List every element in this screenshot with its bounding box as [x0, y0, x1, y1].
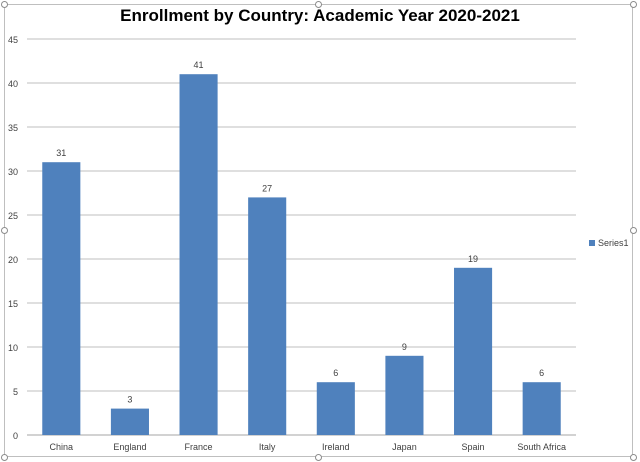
x-tick-label: Ireland	[322, 442, 350, 452]
plot-area[interactable]	[42, 74, 561, 435]
legend-label: Series1	[598, 238, 629, 248]
resize-handle-middle-right[interactable]	[630, 227, 637, 234]
y-tick-label: 30	[8, 167, 18, 177]
data-label: 6	[333, 368, 338, 378]
x-tick-label: Italy	[259, 442, 276, 452]
legend[interactable]: Series1	[589, 238, 629, 248]
resize-handle-top-middle[interactable]	[315, 1, 322, 8]
resize-handle-top-left[interactable]	[1, 1, 8, 8]
resize-handle-bottom-middle[interactable]	[315, 454, 322, 461]
resize-handle-bottom-right[interactable]	[630, 454, 637, 461]
y-tick-label: 25	[8, 211, 18, 221]
x-tick-label: France	[185, 442, 213, 452]
chart-title[interactable]: Enrollment by Country: Academic Year 202…	[120, 6, 520, 25]
legend-swatch	[589, 240, 595, 246]
bar-france[interactable]	[179, 74, 218, 435]
y-tick-label: 5	[13, 387, 18, 397]
y-axis: 0 5 10 15 20 25 30 35 40 45	[8, 35, 18, 441]
x-tick-label: China	[50, 442, 74, 452]
bar-ireland[interactable]	[316, 382, 355, 435]
bar-italy[interactable]	[248, 197, 287, 435]
y-tick-label: 10	[8, 343, 18, 353]
bar-england[interactable]	[110, 408, 149, 435]
resize-handle-bottom-left[interactable]	[1, 454, 8, 461]
gridlines	[27, 38, 576, 436]
bar-china[interactable]	[42, 162, 81, 435]
x-axis: China England France Italy Ireland Japan Spain…	[50, 442, 566, 452]
data-label: 3	[127, 395, 132, 405]
x-tick-label: South Africa	[517, 442, 566, 452]
data-labels: 31 3 41 27 6 9 19 6	[56, 60, 544, 404]
bar-japan[interactable]	[385, 355, 424, 435]
data-label: 6	[539, 368, 544, 378]
y-tick-label: 35	[8, 123, 18, 133]
x-tick-label: England	[113, 442, 146, 452]
data-label: 31	[56, 148, 66, 158]
data-label: 9	[402, 342, 407, 352]
x-tick-label: Spain	[462, 442, 485, 452]
bar-south-africa[interactable]	[522, 382, 561, 435]
x-tick-label: Japan	[392, 442, 417, 452]
data-label: 27	[262, 183, 272, 193]
y-tick-label: 40	[8, 79, 18, 89]
resize-handle-middle-left[interactable]	[1, 227, 8, 234]
resize-handle-top-right[interactable]	[630, 1, 637, 8]
data-label: 19	[468, 254, 478, 264]
y-tick-label: 45	[8, 35, 18, 45]
y-tick-label: 20	[8, 255, 18, 265]
y-tick-label: 15	[8, 299, 18, 309]
chart-area[interactable]	[4, 4, 633, 457]
data-label: 41	[194, 60, 204, 70]
y-tick-label: 0	[13, 431, 18, 441]
bar-spain[interactable]	[454, 267, 493, 435]
